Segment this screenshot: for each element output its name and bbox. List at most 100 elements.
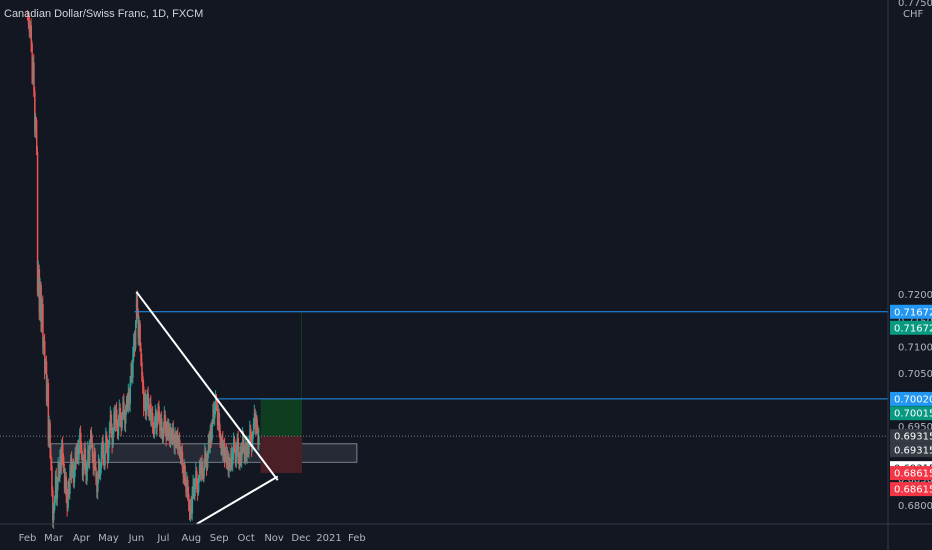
candle-body <box>186 480 188 493</box>
candle-body <box>96 480 98 493</box>
candle <box>158 400 160 425</box>
candle-body <box>57 464 59 482</box>
price-tag-label: 0.71672 <box>894 307 932 318</box>
candle-body <box>162 427 165 440</box>
candle-body <box>132 355 134 378</box>
candle <box>225 446 227 463</box>
candle-body <box>101 441 104 452</box>
candle-body <box>74 451 77 471</box>
candle-body <box>52 490 54 521</box>
candle-body <box>118 407 121 421</box>
candle <box>182 463 185 484</box>
candle-body <box>246 443 248 456</box>
candle <box>244 437 247 465</box>
candle-body <box>187 480 189 494</box>
price-tag: 0.69315 <box>890 429 932 444</box>
candle-body <box>88 449 90 461</box>
candle-body <box>138 323 140 338</box>
candle-body <box>105 435 107 449</box>
price-tag-bg <box>890 391 932 406</box>
candle-body <box>198 465 201 479</box>
x-tick-label: Sep <box>210 533 229 544</box>
price-tag-label: 0.71672 <box>894 323 932 334</box>
price-tag: 0.69315 <box>890 443 932 458</box>
candle <box>40 281 42 332</box>
candle-body <box>72 464 75 483</box>
candle <box>177 427 179 455</box>
candle <box>183 458 185 485</box>
candle <box>66 488 68 517</box>
candle-body <box>180 451 183 461</box>
candle-body <box>248 441 250 454</box>
candle <box>255 411 257 436</box>
candle <box>218 408 221 438</box>
candle-body <box>112 430 114 445</box>
candle <box>245 441 248 463</box>
candle-body <box>131 365 133 378</box>
candle-body <box>206 460 208 468</box>
candle <box>51 457 53 497</box>
candle-body <box>44 340 46 371</box>
candle <box>217 404 220 432</box>
candle-body <box>242 434 244 447</box>
candle-body <box>102 441 104 457</box>
candle <box>234 444 237 467</box>
candle-body <box>252 434 254 449</box>
candle-body <box>31 43 33 81</box>
candle-body <box>45 361 48 402</box>
price-tag: 0.70015 <box>890 406 932 421</box>
candle-body <box>204 451 206 465</box>
candle <box>78 438 80 466</box>
candle <box>63 463 66 494</box>
candle <box>156 411 158 436</box>
candle-body <box>109 414 112 428</box>
candle-body <box>120 420 122 428</box>
price-tag: 0.68615 <box>890 466 932 481</box>
candle-body <box>199 465 202 475</box>
candle <box>135 292 138 328</box>
candle-body <box>243 450 246 460</box>
candle <box>35 113 37 139</box>
candle-body <box>125 411 127 424</box>
price-tag-bg <box>890 406 932 421</box>
candle <box>232 447 234 472</box>
candle-body <box>218 413 221 431</box>
candle-body <box>29 25 32 32</box>
candle-body <box>106 435 108 446</box>
candle-body <box>117 420 120 436</box>
candle-body <box>98 461 100 475</box>
candle-body <box>122 402 124 415</box>
candle-body <box>210 429 212 440</box>
candle-body <box>92 456 95 469</box>
candle-body <box>64 476 67 489</box>
price-tag-bg <box>890 304 932 319</box>
candle <box>212 403 214 427</box>
candle <box>165 421 167 447</box>
candle <box>65 472 68 504</box>
price-tag-label: 0.70015 <box>894 409 932 420</box>
candle-body <box>225 450 228 465</box>
candle-body <box>253 413 256 424</box>
candle <box>80 425 82 454</box>
candle-body <box>28 24 31 32</box>
candle-body <box>213 409 215 419</box>
candle-body <box>114 413 116 425</box>
candle <box>213 401 215 425</box>
candle <box>193 478 195 500</box>
candle <box>92 452 95 476</box>
candle <box>101 437 104 459</box>
candle <box>100 442 103 474</box>
candle-body <box>36 151 39 292</box>
candle <box>138 316 140 347</box>
candle <box>58 461 60 482</box>
candle <box>153 416 156 439</box>
chart-title: Canadian Dollar/Swiss Franc, 1D, FXCM <box>4 8 204 20</box>
y-top-label: 0.77500 <box>898 0 932 9</box>
candle <box>146 389 149 410</box>
candle-body <box>224 444 226 460</box>
